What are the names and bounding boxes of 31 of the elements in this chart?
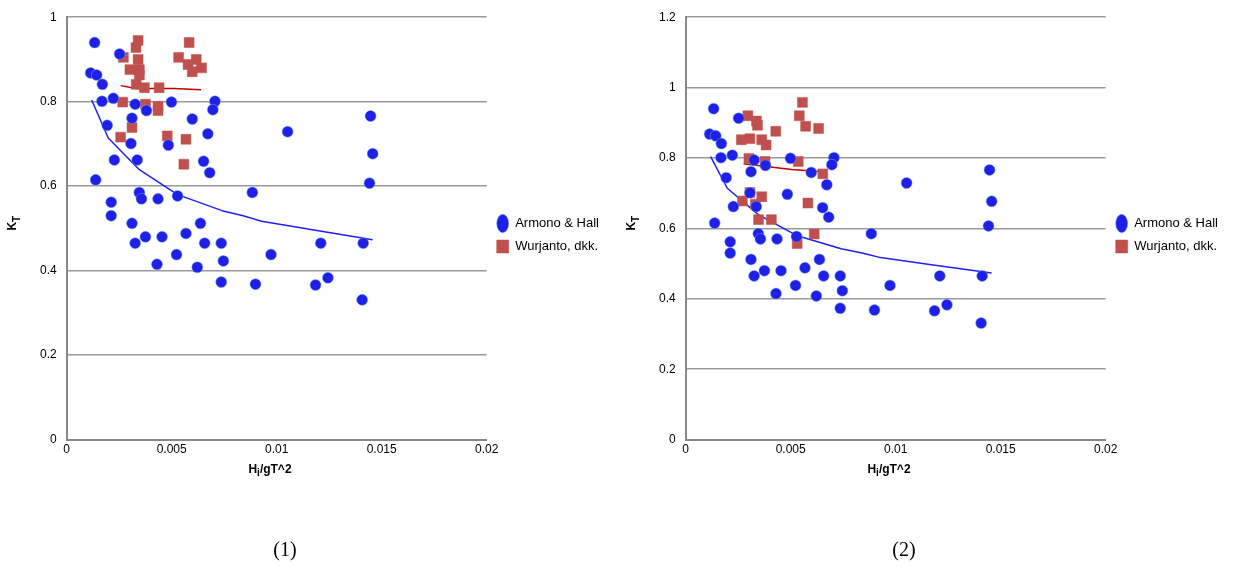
y-tick-label: 0.2 <box>658 361 676 376</box>
x-axis-title: H$_{i}$/gT^2 <box>866 462 912 479</box>
y-tick-label: 0.6 <box>39 178 57 193</box>
text: (2) <box>891 538 917 561</box>
x-tick-label: 0.015 <box>366 442 398 457</box>
y-tick-label: 0.4 <box>39 262 57 277</box>
y-tick-label: 0.8 <box>39 93 57 108</box>
y-tick-label: 0.6 <box>658 220 676 235</box>
y-tick-label: 1.2 <box>658 9 676 24</box>
y-tick-label: 0 <box>49 431 57 446</box>
legend-label: Wurjanto, dkk. <box>515 238 599 254</box>
x-tick-label: 0 <box>682 442 690 457</box>
x-axis-title: H$_{i}$/gT^2 <box>247 462 293 479</box>
x-tick-label: 0.005 <box>156 442 188 457</box>
x-tick-label: 0 <box>63 442 71 457</box>
y-tick-label: 1 <box>49 9 57 24</box>
legend-label: Armono & Hall <box>515 215 600 231</box>
y-tick-label: 0.4 <box>658 291 676 306</box>
x-tick-label: 0.01 <box>265 442 289 457</box>
y-tick-label: 1 <box>668 79 676 94</box>
y-tick-label: 0 <box>668 431 676 446</box>
x-tick-label: 0.005 <box>775 442 807 457</box>
x-tick-label: 0.015 <box>985 442 1017 457</box>
x-tick-label: 0.02 <box>1094 442 1118 457</box>
y-tick-label: 0.8 <box>658 150 676 165</box>
x-tick-label: 0.02 <box>475 442 499 457</box>
text: (1) <box>272 538 298 561</box>
x-tick-label: 0.01 <box>884 442 908 457</box>
y-tick-label: 0.2 <box>39 347 57 362</box>
legend-label: Wurjanto, dkk. <box>1134 238 1218 254</box>
legend-label: Armono & Hall <box>1134 215 1219 231</box>
